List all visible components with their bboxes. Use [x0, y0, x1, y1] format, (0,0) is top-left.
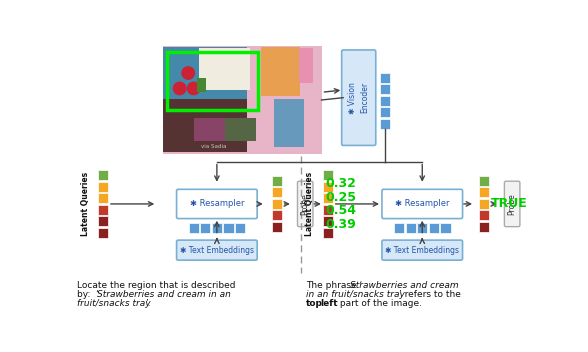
Bar [98, 205, 108, 215]
Bar [380, 73, 390, 83]
Text: ✱ Text Embeddings: ✱ Text Embeddings [385, 246, 459, 254]
Bar [380, 96, 390, 106]
Bar [380, 107, 390, 117]
Bar [193, 118, 225, 141]
Bar [212, 223, 222, 233]
Bar [323, 216, 333, 226]
Bar [323, 205, 333, 215]
Text: left: left [320, 300, 338, 308]
Bar [98, 216, 108, 226]
Text: top: top [306, 300, 323, 308]
Text: 0.25: 0.25 [325, 190, 356, 203]
Text: ’.: ’. [146, 300, 151, 308]
Bar [394, 223, 404, 233]
FancyBboxPatch shape [382, 240, 463, 260]
Circle shape [182, 67, 195, 79]
Bar [272, 222, 282, 232]
Circle shape [188, 82, 200, 95]
Text: Probe: Probe [507, 193, 517, 215]
Bar [299, 48, 313, 83]
Bar [163, 99, 247, 152]
Text: The phrase ‘: The phrase ‘ [306, 281, 362, 290]
Text: in an fruit/snacks tray: in an fruit/snacks tray [306, 290, 405, 299]
Bar [98, 170, 108, 180]
Text: ✱ Resampler: ✱ Resampler [189, 200, 244, 208]
Text: ✱ Resampler: ✱ Resampler [395, 200, 449, 208]
Text: Latent Queries: Latent Queries [305, 172, 315, 236]
Bar [429, 223, 439, 233]
Bar [440, 223, 450, 233]
FancyBboxPatch shape [176, 240, 257, 260]
Text: 0.32: 0.32 [325, 177, 356, 190]
Bar [199, 48, 250, 90]
Bar [479, 222, 489, 232]
Text: 0.54: 0.54 [325, 205, 356, 218]
Text: Latent Queries: Latent Queries [81, 172, 89, 236]
FancyBboxPatch shape [176, 189, 257, 219]
Text: Strawberries and cream in an: Strawberries and cream in an [97, 290, 230, 299]
Bar [272, 187, 282, 197]
Bar [272, 176, 282, 186]
Bar [479, 210, 489, 220]
Bar [323, 182, 333, 191]
Bar [323, 228, 333, 238]
Bar [261, 47, 300, 96]
Bar [274, 99, 303, 147]
Bar [479, 187, 489, 197]
Bar [98, 182, 108, 191]
FancyBboxPatch shape [382, 189, 463, 219]
Bar [223, 223, 233, 233]
Bar [380, 84, 390, 94]
Text: by:  ‘: by: ‘ [78, 290, 99, 299]
Bar [225, 118, 256, 141]
Bar [98, 228, 108, 238]
Bar [272, 199, 282, 209]
Bar [163, 46, 322, 154]
Bar [166, 52, 258, 110]
Bar [200, 223, 211, 233]
Text: Probe: Probe [300, 193, 310, 215]
Text: ✱ Text Embeddings: ✱ Text Embeddings [180, 246, 254, 254]
Bar [479, 176, 489, 186]
Bar [197, 78, 206, 92]
Bar [98, 193, 108, 203]
FancyBboxPatch shape [298, 181, 313, 227]
Bar [380, 119, 390, 129]
Bar [189, 223, 199, 233]
Bar [479, 199, 489, 209]
Text: 0.39: 0.39 [326, 218, 356, 231]
Bar [406, 223, 416, 233]
Bar [417, 223, 427, 233]
Text: fruit/snacks tray: fruit/snacks tray [78, 300, 151, 308]
FancyBboxPatch shape [505, 181, 520, 227]
FancyBboxPatch shape [342, 50, 376, 145]
Circle shape [173, 82, 186, 95]
Bar [163, 47, 247, 103]
Text: Strawberries and cream: Strawberries and cream [350, 281, 459, 290]
Text: TRUE: TRUE [491, 197, 527, 210]
Text: via Sadia: via Sadia [201, 144, 227, 149]
Text: part of the image.: part of the image. [337, 300, 422, 308]
Bar [235, 223, 245, 233]
Bar [323, 170, 333, 180]
Text: Locate the region that is described: Locate the region that is described [78, 281, 236, 290]
Text: ’ refers to the: ’ refers to the [399, 290, 464, 299]
Bar [272, 210, 282, 220]
Text: ✱ Vision
Encoder: ✱ Vision Encoder [348, 82, 369, 114]
Bar [323, 193, 333, 203]
